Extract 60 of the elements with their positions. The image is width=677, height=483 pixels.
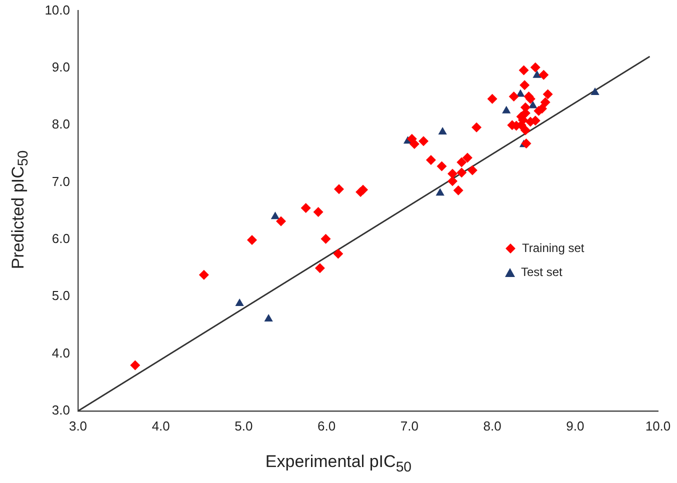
point bbox=[300, 203, 311, 214]
point bbox=[314, 263, 325, 274]
point bbox=[502, 106, 511, 114]
point bbox=[270, 212, 280, 220]
y-tick-label: 3.0 bbox=[52, 402, 70, 418]
y-tick-label: 8.0 bbox=[52, 116, 70, 132]
point bbox=[235, 298, 244, 306]
point bbox=[472, 122, 482, 132]
y-tick-label: 5.0 bbox=[52, 288, 70, 304]
point bbox=[438, 127, 447, 135]
point bbox=[467, 165, 478, 176]
point bbox=[333, 248, 344, 259]
point bbox=[521, 138, 532, 148]
x-tick-label: 4.0 bbox=[152, 418, 170, 434]
point bbox=[358, 184, 368, 195]
point bbox=[418, 136, 429, 146]
point bbox=[436, 188, 444, 196]
point bbox=[518, 65, 529, 76]
point bbox=[590, 88, 600, 96]
point bbox=[247, 235, 257, 246]
legend-label: Test set bbox=[521, 265, 562, 279]
point bbox=[542, 89, 553, 100]
x-tick-label: 7.0 bbox=[400, 418, 418, 434]
y-tick-label: 7.0 bbox=[52, 174, 70, 189]
y-tick-label: 4.0 bbox=[52, 345, 70, 360]
x-tick-label: 3.0 bbox=[68, 418, 88, 434]
point bbox=[426, 155, 436, 166]
point bbox=[448, 168, 458, 179]
point bbox=[538, 70, 549, 80]
point bbox=[130, 360, 140, 370]
point bbox=[456, 168, 467, 178]
y-tick-label: 10.0 bbox=[44, 2, 70, 18]
point bbox=[508, 92, 519, 102]
point bbox=[409, 139, 420, 150]
point bbox=[313, 207, 324, 218]
point bbox=[540, 97, 550, 108]
x-tick-label: 9.0 bbox=[566, 418, 584, 434]
point bbox=[448, 176, 458, 186]
point bbox=[530, 62, 540, 72]
y-tick-label: 9.0 bbox=[52, 60, 70, 75]
y-tick-label: 6.0 bbox=[52, 231, 70, 246]
point bbox=[532, 70, 542, 78]
point bbox=[276, 216, 286, 226]
point bbox=[436, 161, 447, 172]
legend-label: Training set bbox=[522, 241, 584, 255]
point bbox=[456, 157, 467, 168]
point bbox=[453, 185, 464, 196]
point bbox=[198, 270, 209, 280]
point bbox=[320, 234, 331, 244]
point bbox=[334, 184, 344, 194]
x-tick-label: 5.0 bbox=[234, 418, 253, 434]
point bbox=[487, 94, 498, 104]
point bbox=[462, 152, 472, 163]
x-axis-title: Experimental pIC$_{50}$ bbox=[264, 452, 413, 476]
point bbox=[520, 80, 530, 90]
x-tick-label: 10.0 bbox=[645, 418, 671, 434]
point bbox=[520, 125, 530, 136]
x-tick-label: 6.0 bbox=[318, 418, 336, 434]
point bbox=[264, 314, 273, 322]
x-tick-label: 8.0 bbox=[483, 418, 502, 434]
